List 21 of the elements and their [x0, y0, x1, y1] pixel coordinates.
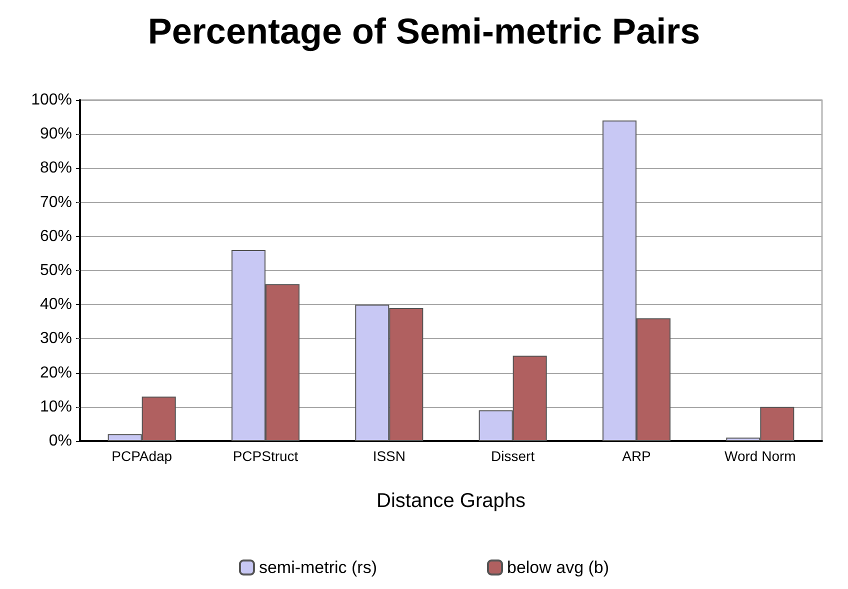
x-tick-label: ISSN	[372, 448, 406, 464]
y-tick-label: 60%	[40, 228, 72, 245]
y-tick-label: 10%	[40, 398, 72, 416]
y-tick-label: 70%	[40, 194, 72, 211]
x-tick-label: ARP	[622, 448, 651, 464]
y-tick-label: 30%	[40, 330, 72, 348]
y-tick-label: 80%	[40, 160, 72, 177]
x-tick-label: Word Norm	[724, 448, 796, 464]
x-tick-label: Dissert	[491, 448, 535, 464]
y-tick-label: 90%	[40, 126, 72, 143]
y-tick-label: 40%	[40, 296, 72, 314]
x-tick-label: PCPAdap	[112, 448, 172, 464]
legend-label: below avg (b)	[506, 558, 610, 577]
legend-label: semi-metric (rs)	[258, 558, 378, 577]
y-tick-label: 50%	[40, 262, 72, 279]
y-tick-label: 0%	[48, 432, 72, 450]
x-axis-title: Distance Graphs	[376, 490, 526, 512]
x-tick-label: PCPStruct	[232, 448, 298, 464]
chart-title: Percentage of Semi-metric Pairs	[148, 10, 700, 52]
y-tick-label: 20%	[40, 364, 72, 382]
y-tick-label: 100%	[31, 92, 72, 108]
